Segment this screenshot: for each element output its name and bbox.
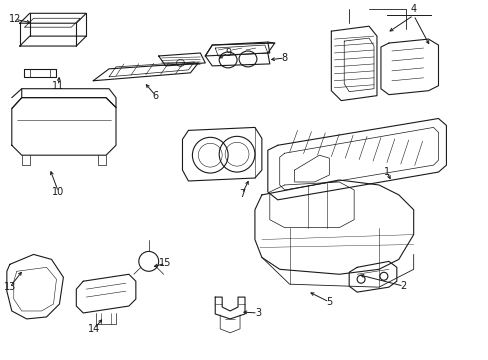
Text: 3: 3	[254, 308, 261, 318]
Text: 4: 4	[410, 4, 416, 14]
Text: 6: 6	[152, 91, 159, 101]
Text: 9: 9	[224, 48, 231, 58]
Text: 1: 1	[383, 167, 389, 177]
Text: 13: 13	[4, 282, 16, 292]
Text: 2: 2	[400, 281, 406, 291]
Text: 8: 8	[281, 53, 287, 63]
Text: 5: 5	[325, 297, 332, 307]
Text: 7: 7	[239, 189, 244, 199]
Text: 10: 10	[52, 187, 64, 197]
Text: 12: 12	[9, 14, 21, 24]
Text: 15: 15	[159, 258, 171, 268]
Text: 11: 11	[52, 81, 64, 91]
Text: 14: 14	[88, 324, 100, 334]
